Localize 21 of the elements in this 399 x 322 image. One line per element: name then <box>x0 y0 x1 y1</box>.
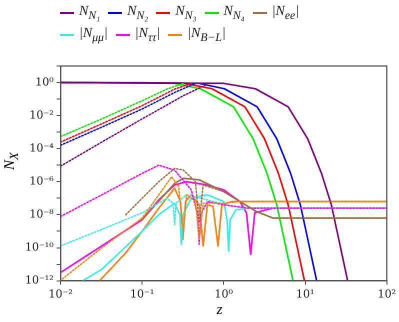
legend-label: |N$_{μμ}$| <box>79 26 108 44</box>
legend-label: N$_{N₄}$ <box>224 4 245 22</box>
y-tick-label: 10⁻¹⁰ <box>25 240 54 254</box>
x-tick-label: 10⁻² <box>48 287 73 300</box>
y-tick-label: 10⁻¹² <box>25 274 54 287</box>
y-tick-label: 10⁻⁶ <box>29 174 54 188</box>
legend-label: N$_{N₃}$ <box>175 4 197 22</box>
y-tick-label: 10⁰ <box>35 75 54 88</box>
x-tick-label: 10⁻¹ <box>130 287 154 300</box>
x-tick-label: 10⁰ <box>214 287 234 300</box>
legend-label: |N$_{ee}$| <box>272 4 300 22</box>
x-tick-label: 10² <box>378 287 396 300</box>
y-tick-label: 10⁻² <box>29 108 54 122</box>
legend-label: N$_{N₁}$ <box>79 4 100 22</box>
x-axis-title: z <box>216 302 224 319</box>
legend-label: |N$_{ττ}$| <box>134 26 160 44</box>
legend-label: N$_{N₂}$ <box>127 4 148 22</box>
y-tick-label: 10⁻⁴ <box>29 141 54 154</box>
y-tick-label: 10⁻⁸ <box>29 208 54 221</box>
legend-label: |N$_{B−L}$| <box>187 26 226 44</box>
x-tick-label: 10¹ <box>296 287 314 300</box>
